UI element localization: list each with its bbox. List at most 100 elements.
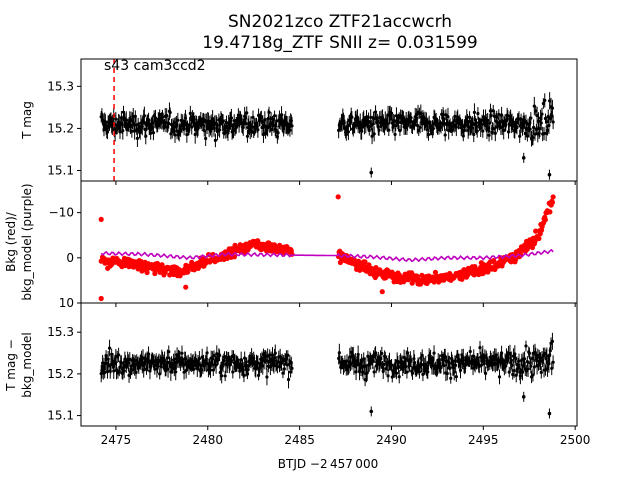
top-points bbox=[99, 92, 555, 180]
bkg-point bbox=[485, 269, 491, 275]
bottom-ylabel-line1: T mag − bbox=[4, 339, 18, 392]
data-point bbox=[366, 354, 370, 358]
bkg-point bbox=[432, 269, 439, 275]
data-point bbox=[121, 128, 125, 133]
data-point bbox=[530, 356, 534, 360]
bkg-point bbox=[98, 295, 104, 302]
data-point bbox=[272, 114, 277, 118]
data-point bbox=[486, 118, 490, 122]
data-point bbox=[258, 365, 262, 369]
data-point bbox=[269, 117, 273, 121]
data-point bbox=[370, 134, 374, 138]
data-point bbox=[394, 124, 398, 128]
data-point bbox=[520, 370, 525, 374]
data-point bbox=[220, 374, 224, 378]
data-point bbox=[173, 357, 177, 361]
bkg-point bbox=[533, 228, 539, 234]
data-point bbox=[282, 367, 286, 371]
data-point bbox=[190, 125, 194, 129]
data-point bbox=[178, 128, 183, 133]
data-point bbox=[458, 368, 463, 372]
data-point bbox=[217, 128, 222, 132]
y-tick-label: 15.3 bbox=[47, 325, 74, 339]
data-point bbox=[523, 131, 527, 136]
data-point bbox=[499, 351, 504, 355]
data-point bbox=[454, 375, 458, 379]
data-point bbox=[211, 368, 215, 372]
data-point bbox=[114, 117, 118, 121]
data-point bbox=[540, 112, 544, 116]
data-point bbox=[550, 366, 554, 371]
data-point bbox=[365, 371, 369, 375]
data-point bbox=[245, 364, 249, 368]
data-point bbox=[204, 136, 208, 141]
data-point bbox=[551, 360, 555, 364]
data-point bbox=[544, 131, 548, 135]
data-point bbox=[439, 125, 443, 129]
data-point bbox=[369, 115, 373, 119]
data-point bbox=[369, 409, 374, 414]
data-point bbox=[105, 361, 109, 365]
data-point bbox=[409, 116, 413, 120]
panel-middle: 10 0 −10 Bkg (red)/ bkg_model (purple) bbox=[4, 180, 578, 310]
data-point bbox=[151, 121, 155, 125]
data-point bbox=[221, 119, 225, 123]
data-point bbox=[135, 136, 140, 140]
data-point bbox=[405, 370, 409, 374]
data-point bbox=[165, 113, 169, 118]
data-point bbox=[119, 361, 124, 365]
data-point bbox=[452, 370, 456, 374]
bkg-point bbox=[379, 289, 385, 295]
data-point bbox=[284, 356, 289, 360]
data-point bbox=[507, 370, 511, 374]
data-point bbox=[400, 360, 404, 364]
data-point bbox=[476, 111, 480, 116]
data-point bbox=[489, 114, 493, 118]
data-point bbox=[286, 353, 290, 357]
data-point bbox=[229, 116, 234, 120]
y-tick-label: 15.3 bbox=[47, 79, 74, 93]
middle-axes-frame bbox=[80, 180, 578, 304]
data-point bbox=[397, 375, 401, 379]
x-tick-label: 2495 bbox=[468, 433, 499, 447]
data-point bbox=[144, 367, 149, 372]
data-point bbox=[273, 351, 277, 355]
data-point bbox=[217, 353, 222, 357]
data-point bbox=[383, 355, 387, 359]
data-point bbox=[495, 115, 499, 119]
middle-ylabel-line2: bkg_model (purple) bbox=[20, 183, 34, 300]
data-point bbox=[199, 368, 204, 372]
data-point bbox=[431, 364, 435, 368]
data-point bbox=[491, 109, 495, 113]
data-point bbox=[465, 119, 470, 123]
data-point bbox=[349, 350, 353, 354]
data-point bbox=[424, 118, 428, 122]
data-point bbox=[460, 353, 464, 357]
data-point bbox=[366, 119, 371, 123]
y-tick-label: 15.1 bbox=[47, 163, 74, 177]
data-point bbox=[251, 115, 255, 119]
x-tick-label: 2485 bbox=[284, 433, 315, 447]
data-point bbox=[481, 129, 485, 133]
data-point bbox=[502, 128, 506, 133]
data-point bbox=[415, 112, 419, 117]
data-point bbox=[286, 377, 291, 382]
data-point bbox=[493, 131, 497, 135]
data-point bbox=[105, 370, 110, 374]
data-point bbox=[106, 357, 110, 361]
data-point bbox=[488, 121, 492, 125]
data-point bbox=[488, 363, 492, 367]
data-point bbox=[426, 370, 430, 374]
data-point bbox=[146, 118, 151, 122]
data-point bbox=[497, 112, 501, 117]
data-point bbox=[547, 172, 552, 177]
data-point bbox=[415, 123, 419, 127]
data-point bbox=[517, 359, 521, 363]
data-point bbox=[545, 367, 550, 371]
data-point bbox=[212, 353, 216, 358]
data-point bbox=[545, 354, 549, 358]
data-point bbox=[231, 370, 235, 374]
data-point bbox=[534, 109, 538, 113]
data-point bbox=[508, 351, 512, 356]
data-point bbox=[105, 130, 110, 134]
